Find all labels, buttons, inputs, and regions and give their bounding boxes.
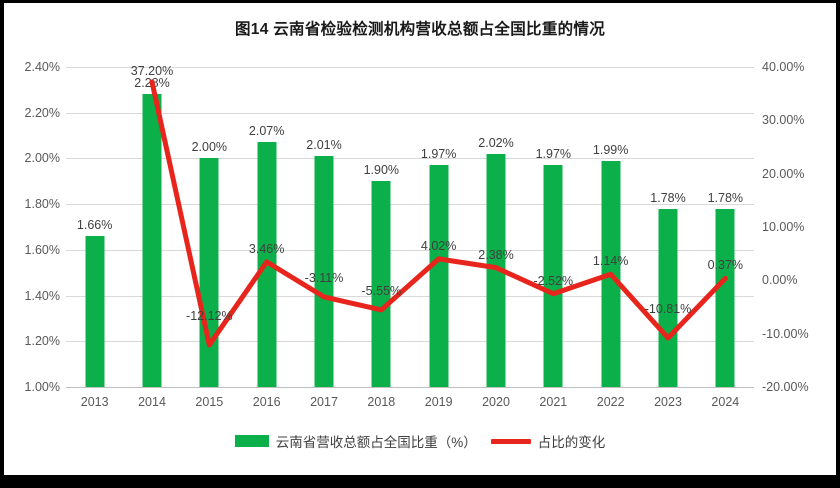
right-axis-tick-label: 20.00% <box>762 166 805 181</box>
plot-area: 1.66% 2.28% 2.00% 2.07% 2.01% 1.90% 1.97% 2.02%… <box>66 63 754 388</box>
bar[interactable] <box>142 94 162 387</box>
line-value-label: 3.46% <box>248 241 285 256</box>
line-value-label: -2.52% <box>533 273 574 288</box>
page-border-bottom <box>0 475 840 488</box>
gridline <box>66 112 754 114</box>
page-border-right <box>836 0 840 488</box>
gridline <box>66 387 754 388</box>
bar-value-label: 2.07% <box>248 124 285 139</box>
bar-value-label: 1.66% <box>76 218 113 233</box>
x-axis-tick-label: 2016 <box>252 395 281 409</box>
bar[interactable] <box>658 208 678 387</box>
x-axis-tick-label: 2013 <box>80 395 109 409</box>
bar[interactable] <box>371 181 391 387</box>
bar-value-label: 1.97% <box>420 147 457 162</box>
left-axis-tick-label: 1.60% <box>24 242 60 257</box>
x-axis-tick-label: 2020 <box>482 395 510 409</box>
left-axis-tick-label: 2.00% <box>24 151 60 166</box>
legend-bar-label: 云南省营收总额占全国比重（%） <box>275 435 477 450</box>
right-axis-tick-label: 30.00% <box>762 113 805 128</box>
bar-value-label: 2.02% <box>478 135 514 150</box>
gridline <box>66 341 754 343</box>
line-value-label: 0.37% <box>707 258 744 273</box>
bar[interactable] <box>543 165 563 387</box>
right-axis: -20.00% -10.00% 0.00% 10.00% 20.00% 30.00% 40.… <box>756 60 834 394</box>
legend-item-bar[interactable]: 云南省营收总额占全国比重（%） <box>234 431 477 451</box>
chart-title: 图14 云南省检验检测机构营收总额占全国比重的情况 <box>234 21 606 38</box>
x-axis-tick-label: 2021 <box>539 395 568 409</box>
chart-legend: 云南省营收总额占全国比重（%） 占比的变化 <box>4 431 836 451</box>
legend-line-swatch-icon <box>490 438 531 444</box>
bar[interactable] <box>85 236 105 387</box>
chart-figure: 图14 云南省检验检测机构营收总额占全国比重的情况 1.00% 1.20% 1.40… <box>4 3 836 475</box>
line-series-svg <box>149 79 728 348</box>
bar-value-label: 2.01% <box>306 138 342 153</box>
bar[interactable] <box>715 208 735 387</box>
gridline <box>66 204 754 206</box>
line-value-label: -5.55% <box>361 283 402 298</box>
legend-bar-swatch-icon <box>234 435 269 447</box>
right-axis-tick-label: 40.00% <box>762 60 805 74</box>
line-series-path <box>149 79 728 348</box>
bar-value-label: 1.99% <box>592 142 629 157</box>
gridline <box>66 249 754 251</box>
right-axis-tick-label: 10.00% <box>762 220 805 234</box>
line-value-label: -3.11% <box>304 270 344 285</box>
x-axis-tick-label: 2024 <box>711 395 740 409</box>
right-axis-tick-label: 0.00% <box>762 273 798 288</box>
left-axis-tick-label: 1.00% <box>24 380 60 394</box>
x-axis-tick-label: 2023 <box>654 395 682 409</box>
right-axis-tick-label: -20.00% <box>762 380 809 394</box>
line-value-label: 1.14% <box>592 254 629 269</box>
bar-value-label: 1.90% <box>363 163 400 178</box>
line-value-label: 37.20% <box>130 63 174 78</box>
left-axis-tick-label: 1.20% <box>24 334 60 349</box>
bar[interactable] <box>314 156 334 387</box>
bar-value-label: 1.97% <box>535 147 572 162</box>
page-border-top <box>0 0 840 3</box>
legend-item-line[interactable]: 占比的变化 <box>490 431 606 451</box>
x-axis-tick-label: 2017 <box>310 395 338 409</box>
left-axis-tick-label: 1.80% <box>24 197 60 212</box>
legend-line-label: 占比的变化 <box>537 435 606 450</box>
page-border-left <box>0 0 4 488</box>
line-value-label: -10.81% <box>644 301 692 316</box>
line-value-label: 2.38% <box>478 247 514 262</box>
x-axis-tick-label: 2015 <box>195 395 224 409</box>
gridline <box>66 158 754 160</box>
gridline <box>66 67 754 68</box>
x-axis-tick-label: 2018 <box>367 395 396 409</box>
line-value-label: 4.02% <box>420 238 457 253</box>
left-axis: 1.00% 1.20% 1.40% 1.60% 1.80% 2.00% 2.20% 2.40% <box>4 60 60 394</box>
x-axis-tick-label: 2014 <box>138 395 166 409</box>
bar[interactable] <box>486 153 506 387</box>
right-axis-tick-label: -10.00% <box>762 326 809 341</box>
x-axis-tick-label: 2022 <box>596 395 625 409</box>
bar-value-label: 1.78% <box>707 190 744 205</box>
bar-value-label: 2.00% <box>191 140 228 155</box>
bar-value-label: 1.78% <box>650 190 686 205</box>
left-axis-tick-label: 1.40% <box>24 288 60 303</box>
x-axis-labels: 2013 2014 2015 2016 2017 2018 2019 2020 2021 2022… <box>66 395 754 417</box>
bar[interactable] <box>429 165 449 387</box>
left-axis-tick-label: 2.20% <box>24 105 60 120</box>
line-value-label: -12.12% <box>186 308 233 323</box>
x-axis-tick-label: 2019 <box>424 395 453 409</box>
gridline <box>66 295 754 297</box>
left-axis-tick-label: 2.40% <box>24 60 60 74</box>
